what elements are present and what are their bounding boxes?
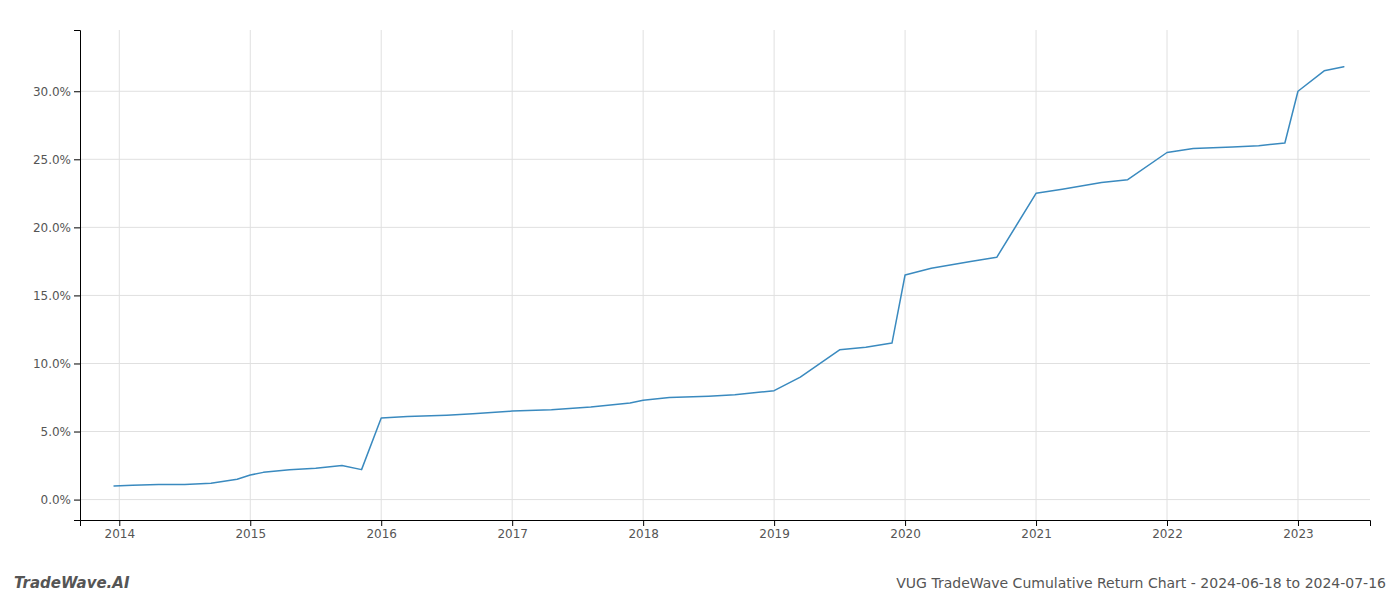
plot-area	[114, 67, 1344, 486]
y-axis-tick-mark	[74, 500, 80, 501]
x-axis-tick-mark	[905, 520, 906, 526]
x-axis-tick-mark	[1298, 520, 1299, 526]
y-axis-tick: 25.0%	[33, 153, 80, 167]
x-axis-tick-label: 2022	[1152, 527, 1183, 541]
watermark: TradeWave.AI	[14, 574, 130, 592]
x-axis-tick-mark	[512, 520, 513, 526]
x-axis: 2014 2015 2016 2017 2018 2019 2020 2021 2022 2023	[81, 520, 1371, 541]
x-axis-tick-label: 2016	[366, 527, 397, 541]
x-axis-tick-mark	[381, 520, 382, 526]
grid-line-y	[80, 499, 1370, 500]
x-axis-tick-mark	[1036, 520, 1037, 526]
y-axis-tick: 30.0%	[33, 85, 80, 99]
chart-title: VUG TradeWave Cumulative Return Chart - …	[896, 575, 1386, 591]
x-axis-tick-mark	[1167, 520, 1168, 526]
y-axis-tick: 5.0%	[41, 425, 81, 439]
data-line	[114, 67, 1344, 486]
x-axis-tick-label: 2020	[890, 527, 921, 541]
x-axis-tick-mark	[250, 520, 251, 526]
y-axis-tick-mark	[74, 363, 80, 364]
y-axis-tick-mark	[74, 295, 80, 296]
grid-line-x	[119, 30, 120, 520]
x-axis-tick: 2022	[1152, 520, 1183, 541]
x-axis-tick: 2021	[1021, 520, 1052, 541]
grid-line-x	[512, 30, 513, 520]
x-axis-tick-mark	[774, 520, 775, 526]
y-axis-tick-label: 10.0%	[33, 357, 71, 371]
x-axis-tick: 2017	[497, 520, 528, 541]
grid-line-y	[80, 159, 1370, 160]
y-axis-tick: 0.0%	[41, 493, 81, 507]
grid-line-x	[381, 30, 382, 520]
y-axis-tick-mark	[74, 432, 80, 433]
x-axis-tick: 2016	[366, 520, 397, 541]
x-axis-tick-label: 2019	[759, 527, 790, 541]
chart-svg: 2014 2015 2016 2017 2018 2019 2020 2021 2022 2023…	[0, 0, 1400, 600]
y-axis-line	[74, 31, 81, 521]
grid	[80, 30, 1370, 520]
grid-line-x	[643, 30, 644, 520]
grid-line-x	[1297, 30, 1298, 520]
x-axis-tick-mark	[119, 520, 120, 526]
y-axis-tick-label: 15.0%	[33, 289, 71, 303]
grid-line-y	[80, 363, 1370, 364]
y-axis: 0.0% 5.0% 10.0% 15.0% 20.0% 25.0% 30.0%	[33, 31, 81, 521]
x-axis-tick: 2023	[1283, 520, 1314, 541]
y-axis-tick-label: 5.0%	[41, 425, 72, 439]
grid-line-y	[80, 295, 1370, 296]
x-axis-tick: 2020	[890, 520, 921, 541]
grid-line-x	[1167, 30, 1168, 520]
y-axis-tick-mark	[74, 227, 80, 228]
x-axis-tick: 2014	[105, 520, 136, 541]
x-axis-tick: 2015	[235, 520, 266, 541]
grid-line-y	[80, 431, 1370, 432]
x-axis-line	[81, 521, 1371, 527]
y-axis-tick-label: 20.0%	[33, 221, 71, 235]
y-axis-tick-label: 0.0%	[41, 493, 72, 507]
grid-line-x	[1036, 30, 1037, 520]
x-axis-tick-label: 2018	[628, 527, 659, 541]
x-axis-tick-label: 2014	[105, 527, 136, 541]
x-axis-tick-mark	[643, 520, 644, 526]
x-axis-tick-label: 2017	[497, 527, 528, 541]
x-axis-tick-label: 2021	[1021, 527, 1052, 541]
y-axis-tick-label: 25.0%	[33, 153, 71, 167]
x-axis-tick: 2019	[759, 520, 790, 541]
x-axis-tick-label: 2015	[235, 527, 266, 541]
grid-line-y	[80, 227, 1370, 228]
chart-container: 2014 2015 2016 2017 2018 2019 2020 2021 2022 2023…	[0, 0, 1400, 600]
x-axis-tick-label: 2023	[1283, 527, 1314, 541]
y-axis-tick: 15.0%	[33, 289, 80, 303]
x-axis-tick: 2018	[628, 520, 659, 541]
y-axis-tick-mark	[74, 159, 80, 160]
y-axis-tick-label: 30.0%	[33, 85, 71, 99]
y-axis-tick: 20.0%	[33, 221, 80, 235]
grid-line-x	[250, 30, 251, 520]
y-axis-tick-mark	[74, 91, 80, 92]
grid-line-x	[774, 30, 775, 520]
grid-line-y	[80, 91, 1370, 92]
y-axis-tick: 10.0%	[33, 357, 80, 371]
